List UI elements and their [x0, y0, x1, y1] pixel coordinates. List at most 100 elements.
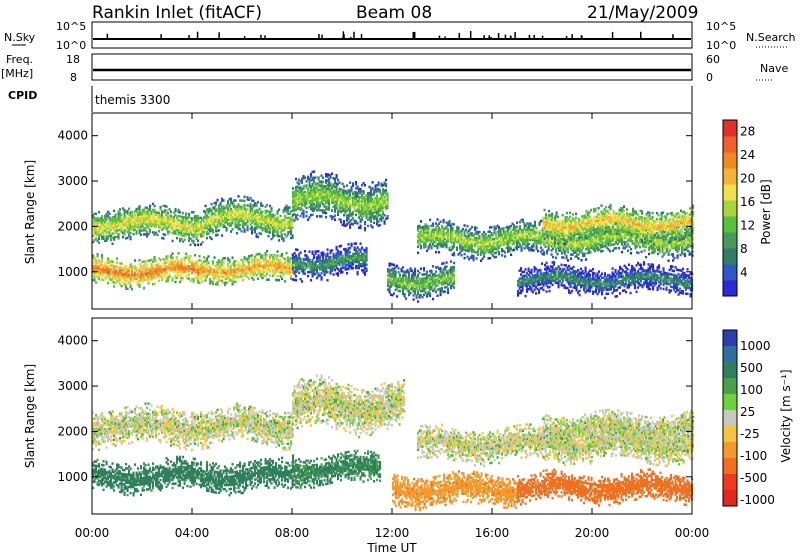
heatmap-cell — [153, 233, 156, 236]
heatmap-cell — [135, 267, 138, 270]
heatmap-cell — [212, 282, 215, 286]
heatmap-cell — [171, 217, 174, 220]
heatmap-cell — [242, 215, 245, 219]
heatmap-cell — [164, 261, 167, 265]
heatmap-cell — [278, 226, 281, 230]
heatmap-cell — [233, 260, 236, 263]
heatmap-cell — [143, 208, 146, 212]
heatmap-cell — [331, 172, 334, 175]
heatmap-cell — [95, 273, 98, 276]
heatmap-cell — [153, 223, 156, 226]
heatmap-cell — [153, 266, 156, 269]
heatmap-cell — [144, 220, 147, 224]
heatmap-cell — [152, 266, 155, 270]
heatmap-cell — [179, 274, 182, 277]
heatmap-cell — [291, 218, 294, 221]
heatmap-cell — [252, 262, 255, 265]
heatmap-cell — [104, 229, 107, 232]
heatmap-cell — [224, 271, 227, 274]
heatmap-cell — [189, 217, 192, 220]
heatmap-cell — [120, 228, 123, 231]
heatmap-cell — [409, 267, 412, 270]
heatmap-cell — [135, 230, 138, 233]
heatmap-cell — [334, 214, 337, 217]
heatmap-cell — [219, 261, 222, 264]
heatmap-cell — [215, 207, 218, 211]
heatmap-cell — [254, 255, 257, 259]
heatmap-cell — [532, 249, 535, 252]
heatmap-cell — [138, 219, 141, 222]
heatmap-cell — [128, 230, 131, 233]
heatmap-cell — [284, 271, 287, 275]
heatmap-cell — [301, 195, 304, 199]
heatmap-cell — [194, 254, 197, 257]
heatmap-cell — [114, 217, 117, 220]
heatmap-cell — [273, 268, 276, 271]
heatmap-cell — [119, 274, 122, 277]
heatmap-cell — [101, 272, 104, 275]
heatmap-cell — [200, 233, 203, 236]
heatmap-cell — [224, 257, 227, 260]
heatmap-cell — [376, 216, 379, 220]
heatmap-cell — [131, 273, 134, 277]
heatmap-cell — [456, 246, 459, 249]
heatmap-cell — [251, 213, 254, 216]
heatmap-cell — [276, 274, 279, 278]
heatmap-cell — [149, 269, 152, 272]
heatmap-cell — [254, 218, 257, 221]
heatmap-cell — [513, 248, 516, 252]
heatmap-cell — [185, 212, 188, 215]
heatmap-cell — [257, 209, 260, 212]
heatmap-cell — [281, 223, 284, 226]
heatmap-cell — [269, 266, 272, 269]
heatmap-cell — [146, 206, 149, 209]
heatmap-cell — [141, 268, 144, 272]
heatmap-cell — [192, 229, 195, 232]
heatmap-cell — [134, 226, 137, 229]
heatmap-cell — [282, 210, 285, 214]
heatmap-cell — [171, 239, 174, 243]
heatmap-cell — [228, 260, 231, 264]
heatmap-cell — [215, 201, 218, 204]
heatmap-cell — [105, 212, 108, 216]
heatmap-cell — [120, 213, 123, 217]
heatmap-cell — [174, 266, 177, 269]
heatmap-cell — [140, 215, 143, 218]
heatmap-cell — [313, 170, 316, 173]
heatmap-cell — [206, 273, 209, 276]
heatmap-cell — [281, 271, 284, 274]
heatmap-cell — [346, 272, 349, 275]
heatmap-cell — [245, 216, 248, 219]
heatmap-cell — [105, 231, 108, 234]
heatmap-cell — [290, 222, 293, 225]
heatmap-cell — [197, 223, 200, 226]
heatmap-cell — [257, 223, 260, 226]
heatmap-cell — [104, 239, 107, 242]
heatmap-cell — [284, 216, 287, 220]
heatmap-cell — [180, 231, 183, 235]
heatmap-cell — [304, 190, 307, 194]
heatmap-cell — [215, 283, 218, 286]
heatmap-cell — [92, 234, 95, 238]
heatmap-cell — [204, 214, 207, 218]
heatmap-cell — [93, 273, 96, 276]
heatmap-cell — [110, 264, 113, 267]
heatmap-cell — [331, 249, 334, 252]
heatmap-cell — [128, 267, 131, 270]
heatmap-cell — [140, 229, 143, 232]
heatmap-cell — [135, 232, 138, 235]
heatmap-cell — [254, 259, 257, 263]
heatmap-cell — [158, 221, 161, 225]
heatmap-cell — [201, 261, 204, 265]
heatmap-cell — [282, 223, 285, 226]
heatmap-cell — [129, 281, 132, 285]
heatmap-cell — [129, 275, 132, 279]
heatmap-cell — [186, 218, 189, 222]
heatmap-cell — [254, 210, 257, 213]
heatmap-cell — [197, 233, 200, 236]
heatmap-cell — [186, 222, 189, 226]
heatmap-cell — [299, 202, 302, 206]
heatmap-cell — [233, 272, 236, 275]
heatmap-cell — [299, 257, 302, 260]
heatmap-cell — [260, 224, 263, 227]
